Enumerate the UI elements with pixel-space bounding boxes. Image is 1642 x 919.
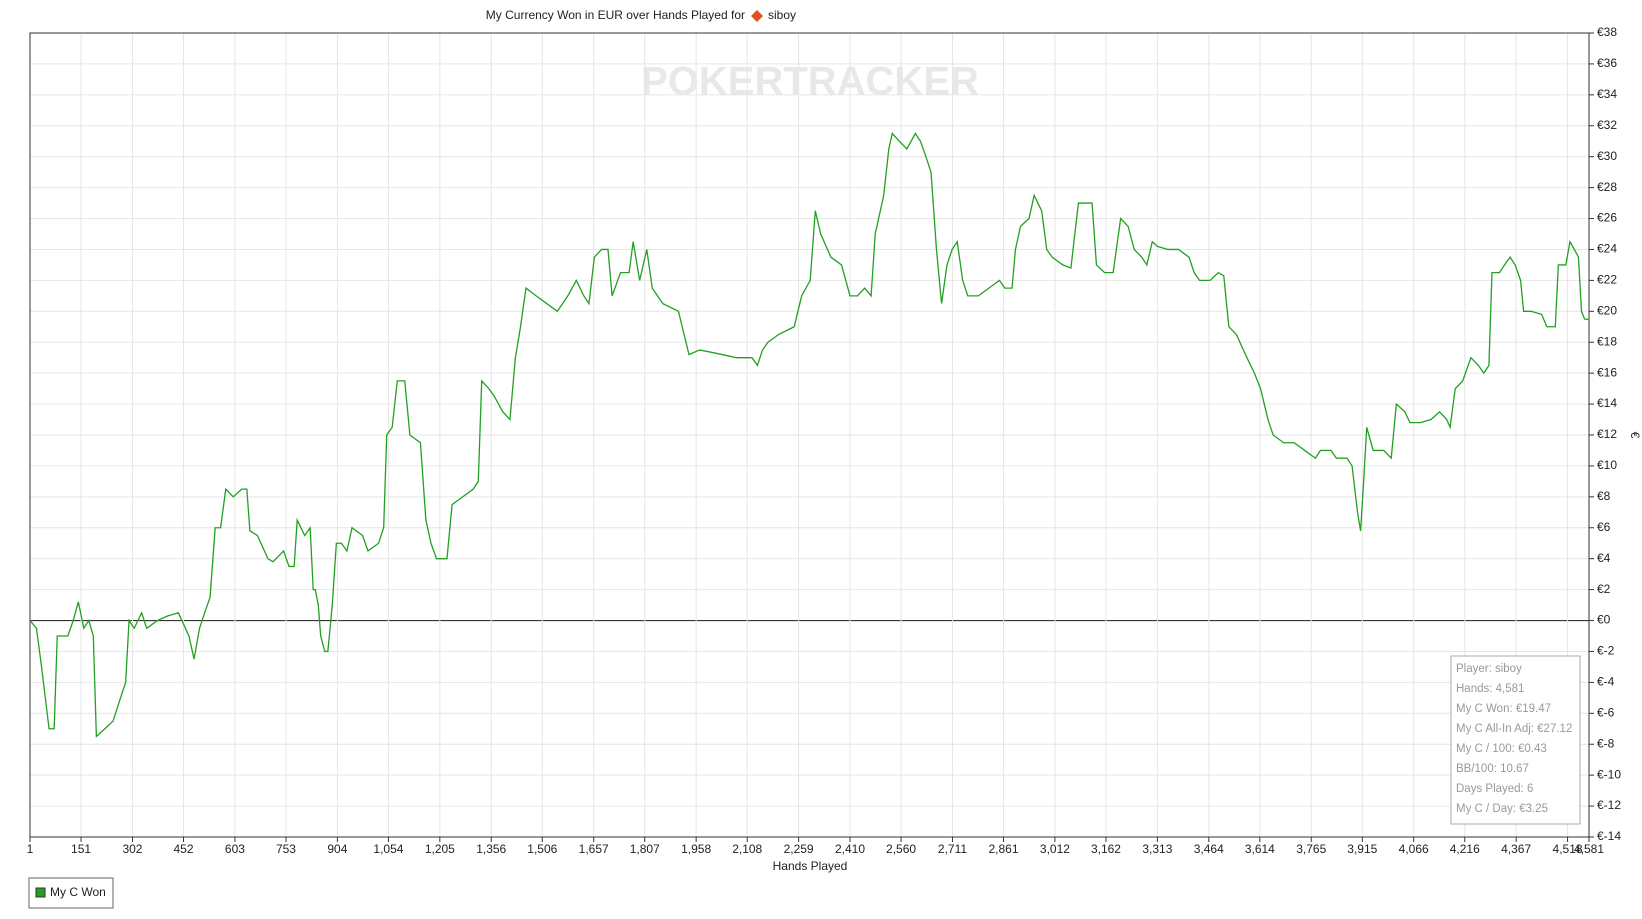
stats-line: Player: siboy [1456, 663, 1522, 675]
y-tick-label: €18 [1597, 334, 1617, 348]
legend-label: My C Won [50, 885, 106, 899]
y-tick-label: €-12 [1597, 798, 1621, 812]
x-tick-label: 3,464 [1194, 842, 1224, 856]
x-tick-label: 4,066 [1399, 842, 1429, 856]
player-name: siboy [768, 8, 796, 22]
y-tick-label: €36 [1597, 56, 1617, 70]
x-tick-label: 4,518 [1553, 842, 1583, 856]
y-tick-label: €26 [1597, 211, 1617, 225]
y-tick-label: €-6 [1597, 705, 1615, 719]
y-tick-label: €2 [1597, 582, 1611, 596]
x-tick-label: 1,054 [373, 842, 403, 856]
watermark: POKERTRACKER [641, 60, 979, 104]
x-tick-label: 1 [27, 842, 34, 856]
x-tick-label: 4,367 [1501, 842, 1531, 856]
x-tick-label: 2,108 [732, 842, 762, 856]
y-tick-label: €10 [1597, 458, 1617, 472]
x-tick-label: 1,807 [630, 842, 660, 856]
x-tick-label: 3,162 [1091, 842, 1121, 856]
y-tick-label: €0 [1597, 613, 1611, 627]
y-tick-label: €8 [1597, 489, 1611, 503]
stats-line: My C All-In Adj: €27.12 [1456, 723, 1572, 735]
x-tick-label: 3,313 [1142, 842, 1172, 856]
y-tick-label: €12 [1597, 427, 1617, 441]
y-tick-label: €-14 [1597, 829, 1621, 843]
y-tick-label: €24 [1597, 242, 1617, 256]
stats-line: Days Played: 6 [1456, 783, 1533, 795]
x-tick-label: 2,560 [886, 842, 916, 856]
x-tick-label: 3,614 [1245, 842, 1275, 856]
y-tick-label: €14 [1597, 396, 1617, 410]
x-tick-label: 1,657 [579, 842, 609, 856]
x-tick-label: 3,012 [1040, 842, 1070, 856]
x-axis-label: Hands Played [773, 859, 848, 873]
x-tick-label: 1,356 [476, 842, 506, 856]
stats-line: Hands: 4,581 [1456, 683, 1524, 695]
stats-line: BB/100: 10.67 [1456, 763, 1529, 775]
x-tick-label: 2,861 [989, 842, 1019, 856]
y-tick-label: €-10 [1597, 767, 1621, 781]
series-line [29, 132, 1590, 738]
y-axis-label: € [1628, 432, 1642, 439]
x-tick-label: 4,216 [1450, 842, 1480, 856]
y-tick-label: €4 [1597, 551, 1611, 565]
y-tick-label: €-8 [1597, 736, 1615, 750]
y-tick-label: €30 [1597, 149, 1617, 163]
y-tick-label: €6 [1597, 520, 1611, 534]
x-tick-label: 904 [327, 842, 347, 856]
stats-line: My C / 100: €0.43 [1456, 743, 1547, 755]
x-tick-label: 1,205 [425, 842, 455, 856]
y-tick-label: €-2 [1597, 644, 1615, 658]
x-tick-label: 4,581 [1574, 842, 1604, 856]
y-tick-label: €16 [1597, 365, 1617, 379]
stats-box [1450, 655, 1581, 825]
x-tick-label: 302 [122, 842, 142, 856]
y-tick-label: €22 [1597, 273, 1617, 287]
x-tick-label: 452 [174, 842, 194, 856]
x-tick-label: 1,506 [527, 842, 557, 856]
plot-frame [29, 32, 1590, 838]
y-tick-label: €20 [1597, 303, 1617, 317]
x-tick-label: 3,765 [1296, 842, 1326, 856]
y-tick-label: €38 [1597, 25, 1617, 39]
stats-line: My C / Day: €3.25 [1456, 803, 1548, 815]
y-tick-label: €28 [1597, 180, 1617, 194]
y-tick-label: €-4 [1597, 675, 1615, 689]
x-tick-label: 2,410 [835, 842, 865, 856]
stats-line: My C Won: €19.47 [1456, 703, 1551, 715]
x-tick-label: 753 [276, 842, 296, 856]
x-tick-label: 3,915 [1347, 842, 1377, 856]
x-tick-label: 2,711 [938, 842, 967, 856]
chart-title: My Currency Won in EUR over Hands Played… [486, 8, 745, 22]
y-tick-label: €34 [1597, 87, 1617, 101]
x-tick-label: 1,958 [681, 842, 711, 856]
x-tick-label: 151 [71, 842, 91, 856]
legend-swatch [35, 887, 46, 898]
y-tick-label: €32 [1597, 118, 1617, 132]
site-icon [751, 10, 763, 22]
x-tick-label: 603 [225, 842, 245, 856]
x-tick-label: 2,259 [784, 842, 814, 856]
